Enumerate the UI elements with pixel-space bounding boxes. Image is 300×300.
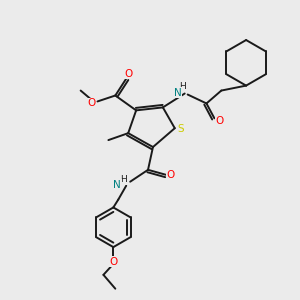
Text: O: O [215, 116, 224, 126]
Text: O: O [167, 170, 175, 180]
Text: O: O [87, 98, 96, 108]
Text: O: O [124, 69, 132, 79]
Text: N: N [113, 180, 121, 190]
Text: H: H [120, 175, 127, 184]
Text: H: H [179, 82, 186, 91]
Text: S: S [177, 124, 184, 134]
Text: N: N [174, 88, 182, 98]
Text: O: O [109, 257, 118, 267]
